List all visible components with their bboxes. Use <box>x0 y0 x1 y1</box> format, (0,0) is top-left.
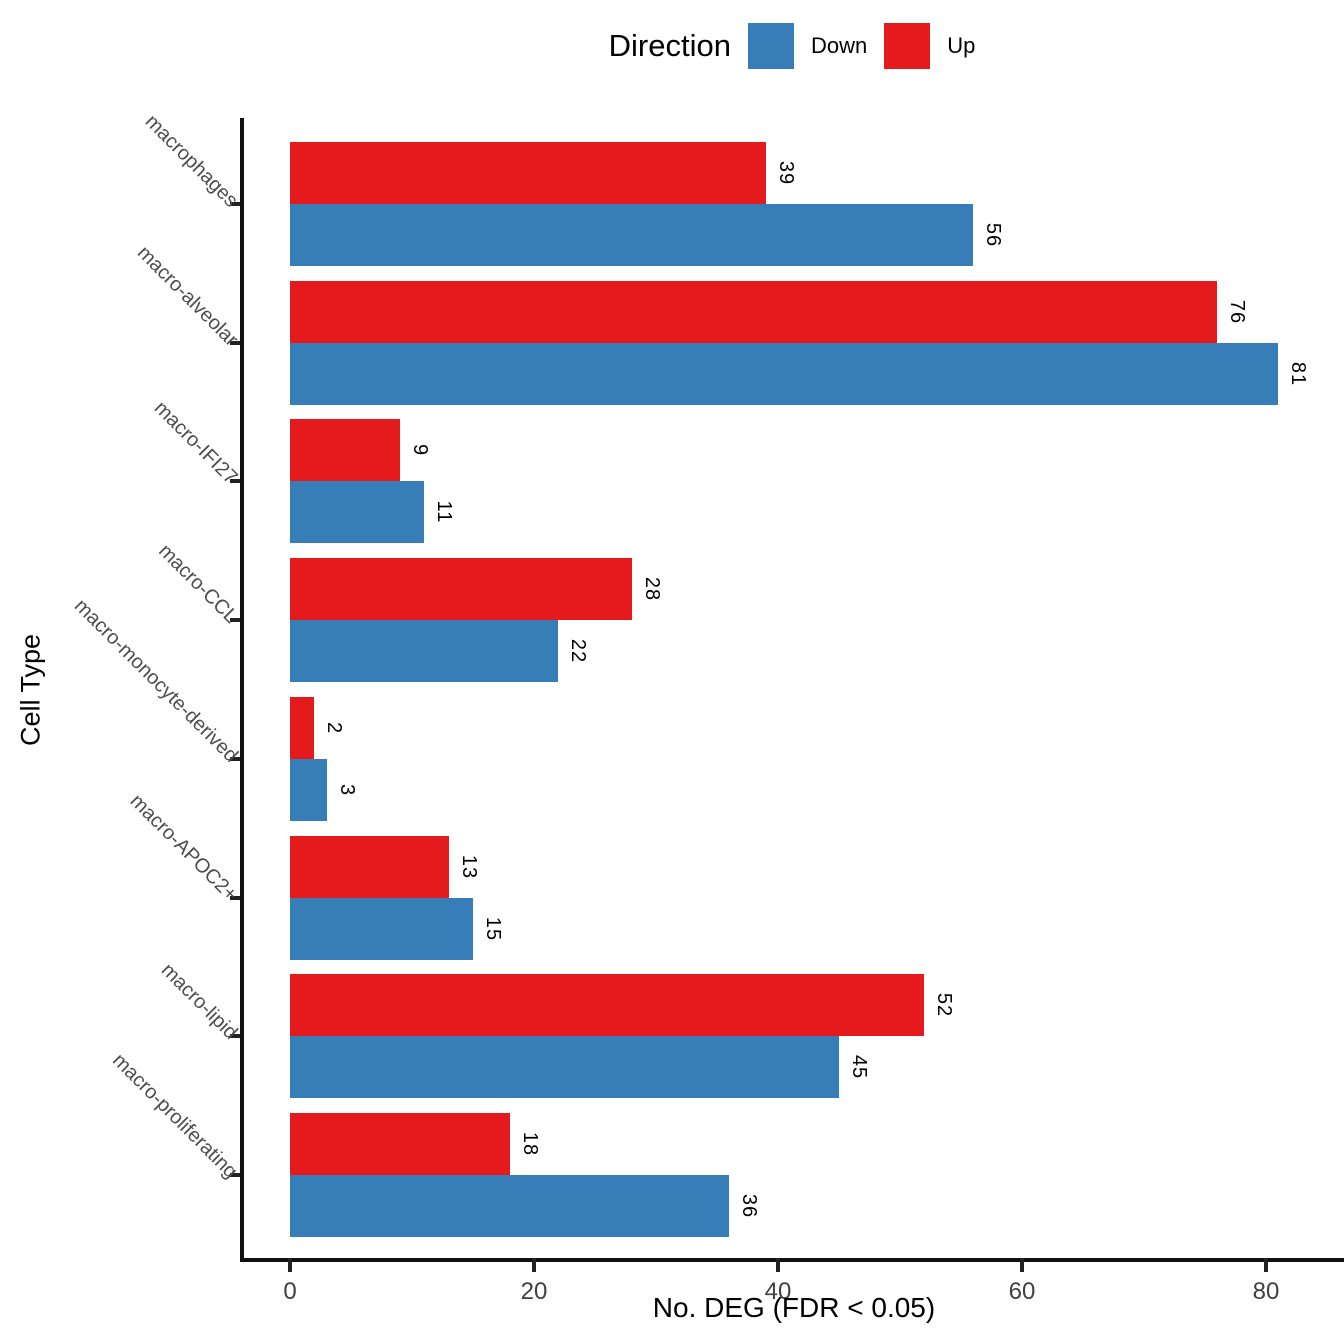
bar-up-macro-CCL <box>290 558 632 621</box>
bar-value-label: 15 <box>482 916 504 941</box>
bar-value-label: 36 <box>738 1193 760 1219</box>
y-tick <box>230 479 240 484</box>
legend-title: Direction <box>608 28 731 63</box>
x-tick <box>1264 1258 1268 1272</box>
x-tick-label: 80 <box>1252 1278 1280 1305</box>
x-tick-label: 0 <box>283 1278 297 1305</box>
bar-down-macro-IFI27 <box>290 481 424 544</box>
bar-down-macro-monocyte-derived <box>290 758 327 821</box>
y-tick <box>230 1034 240 1039</box>
bar-up-macro-alveolar <box>290 280 1217 343</box>
legend: Direction Down Up <box>240 20 1344 72</box>
plot-panel: macrophages 39 56 macro-alveolar 76 81 macro-I… <box>70 111 1344 1305</box>
x-tick-label: 40 <box>764 1278 792 1305</box>
bar-down-macro-APOC2+ <box>290 897 473 960</box>
bar-value-label: 9 <box>409 444 431 457</box>
bar-value-label: 13 <box>458 854 480 879</box>
x-tick-label: 20 <box>520 1278 548 1305</box>
bar-value-label: 22 <box>567 638 589 664</box>
x-tick <box>288 1258 292 1272</box>
bar-value-label: 11 <box>433 501 455 524</box>
bar-value-label: 45 <box>848 1055 870 1080</box>
bar-down-macro-lipid <box>290 1036 839 1099</box>
bar-up-macrophages <box>290 142 766 204</box>
y-axis-label: macro-IFI27 <box>149 397 242 490</box>
y-axis-title: Cell Type <box>15 633 46 747</box>
y-tick <box>230 1172 240 1177</box>
bar-up-macro-monocyte-derived <box>290 696 314 759</box>
bar-up-macro-IFI27 <box>290 419 400 482</box>
bar-down-macrophages <box>290 204 973 266</box>
bar-value-label: 2 <box>323 721 345 734</box>
bar-down-macro-CCL <box>290 620 558 683</box>
x-tick <box>776 1258 780 1272</box>
bar-down-macro-proliferating <box>290 1174 729 1237</box>
y-axis-label: macro-proliferating <box>108 1049 242 1183</box>
bar-value-label: 81 <box>1287 361 1309 386</box>
x-tick-label: 60 <box>1008 1278 1036 1305</box>
bar-value-label: 39 <box>775 160 797 186</box>
bar-value-label: 28 <box>641 576 663 602</box>
y-axis-label: macro-alveolar <box>132 241 242 351</box>
legend-label-up: Up <box>947 33 976 58</box>
y-tick <box>230 202 240 206</box>
legend-swatch-down <box>747 23 794 69</box>
bar-up-macro-APOC2+ <box>290 835 449 898</box>
x-tick <box>532 1258 536 1272</box>
y-axis-label: macro-APOC2+ <box>126 789 242 906</box>
x-axis-title: No. DEG (FDR < 0.05) <box>652 1292 936 1323</box>
bar-value-label: 76 <box>1226 299 1248 324</box>
y-tick <box>230 340 240 345</box>
legend-swatch-up <box>884 23 931 69</box>
y-tick <box>230 895 240 900</box>
y-axis-label: macro-CCL <box>153 540 242 628</box>
bar-up-macro-lipid <box>290 974 924 1037</box>
bar-value-label: 18 <box>519 1131 541 1157</box>
y-tick <box>230 756 240 761</box>
bar-down-macro-alveolar <box>290 342 1278 405</box>
y-axis-label: macrophages <box>140 110 242 212</box>
y-tick <box>230 618 240 623</box>
bar-up-macro-proliferating <box>290 1112 510 1175</box>
y-axis-label: macro-lipid <box>157 959 242 1044</box>
x-tick <box>1020 1258 1024 1272</box>
bar-value-label: 52 <box>933 993 955 1018</box>
legend-label-down: Down <box>810 33 868 58</box>
bar-value-label: 3 <box>336 783 358 796</box>
bar-value-label: 56 <box>982 222 1004 248</box>
